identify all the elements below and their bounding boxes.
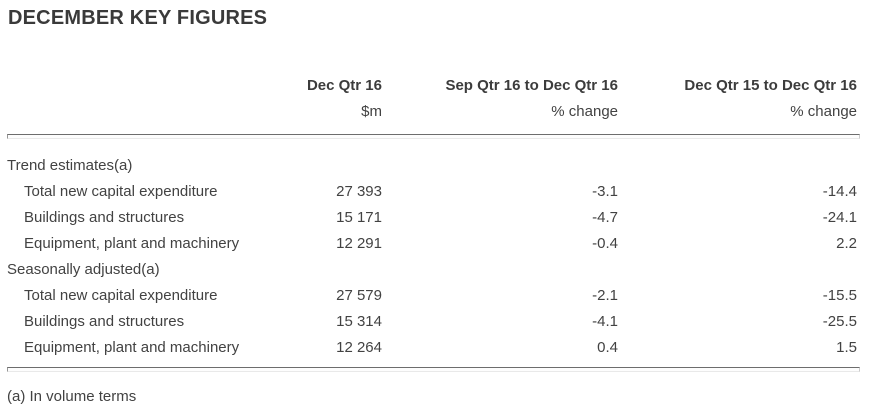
column-header-row: Dec Qtr 16 Sep Qtr 16 to Dec Qtr 16 Dec … <box>7 73 871 99</box>
value-cell: -4.1 <box>592 313 618 330</box>
page-title: DECEMBER KEY FIGURES <box>8 7 268 29</box>
unit-header-row: $m % change % change <box>7 99 871 125</box>
row-label: Buildings and structures <box>24 209 185 226</box>
unit-pct-change-2: % change <box>790 103 857 120</box>
table-row: Equipment, plant and machinery 12 264 0.… <box>7 335 871 361</box>
value-cell: -4.7 <box>592 209 618 226</box>
section-heading-trend: Trend estimates(a) <box>7 157 133 174</box>
table-row: Total new capital expenditure 27 579 -2.… <box>7 283 871 309</box>
table-row: Total new capital expenditure 27 393 -3.… <box>7 179 871 205</box>
column-header-sep-to-dec: Sep Qtr 16 to Dec Qtr 16 <box>445 77 618 94</box>
row-label: Buildings and structures <box>24 313 185 330</box>
key-figures-table: Dec Qtr 16 Sep Qtr 16 to Dec Qtr 16 Dec … <box>7 73 871 410</box>
column-header-dec-qtr-16: Dec Qtr 16 <box>306 77 382 94</box>
value-cell: -14.4 <box>822 183 857 200</box>
unit-dollars-m: $m <box>361 103 382 120</box>
row-label: Equipment, plant and machinery <box>24 339 240 356</box>
row-label: Total new capital expenditure <box>24 287 218 304</box>
header-divider <box>7 134 860 139</box>
row-label: Equipment, plant and machinery <box>24 235 240 252</box>
column-header-dec-to-dec: Dec Qtr 15 to Dec Qtr 16 <box>684 77 857 94</box>
section-heading-row: Seasonally adjusted(a) <box>7 257 871 283</box>
value-cell: 0.4 <box>597 339 618 356</box>
table-row: Buildings and structures 15 171 -4.7 -24… <box>7 205 871 231</box>
value-cell: 15 171 <box>336 209 382 226</box>
value-cell: 2.2 <box>836 235 857 252</box>
unit-spacer <box>7 99 287 125</box>
section-heading-row: Trend estimates(a) <box>7 153 871 179</box>
table-body: Trend estimates(a) Total new capital exp… <box>7 153 871 361</box>
value-cell: -15.5 <box>822 287 857 304</box>
footnote: (a) In volume terms <box>7 388 137 405</box>
value-cell: 27 579 <box>336 287 382 304</box>
value-cell: -24.1 <box>822 209 857 226</box>
value-cell: 1.5 <box>836 339 857 356</box>
value-cell: -25.5 <box>822 313 857 330</box>
value-cell: 15 314 <box>336 313 382 330</box>
value-cell: 12 291 <box>336 235 382 252</box>
value-cell: 12 264 <box>336 339 382 356</box>
section-heading-seasonally-adjusted: Seasonally adjusted(a) <box>7 261 160 278</box>
value-cell: -3.1 <box>592 183 618 200</box>
row-label: Total new capital expenditure <box>24 183 218 200</box>
unit-pct-change-1: % change <box>551 103 618 120</box>
table-row: Buildings and structures 15 314 -4.1 -25… <box>7 309 871 335</box>
footer-divider <box>7 367 860 372</box>
value-cell: -0.4 <box>592 235 618 252</box>
table-row: Equipment, plant and machinery 12 291 -0… <box>7 231 871 257</box>
value-cell: -2.1 <box>592 287 618 304</box>
header-spacer <box>7 73 287 99</box>
value-cell: 27 393 <box>336 183 382 200</box>
